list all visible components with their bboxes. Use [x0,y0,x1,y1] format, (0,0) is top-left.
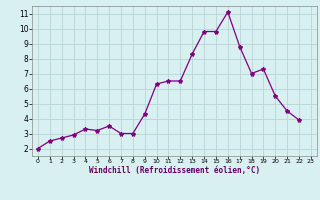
X-axis label: Windchill (Refroidissement éolien,°C): Windchill (Refroidissement éolien,°C) [89,166,260,175]
